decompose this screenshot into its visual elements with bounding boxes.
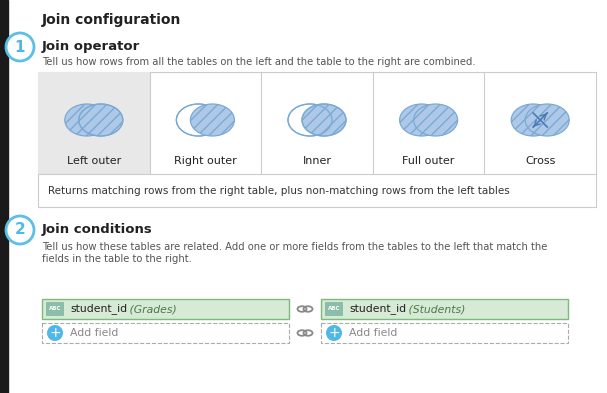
Text: (Students): (Students) [405, 304, 466, 314]
Circle shape [326, 325, 342, 341]
Text: Full outer: Full outer [402, 156, 455, 166]
Ellipse shape [191, 104, 234, 136]
Text: Left outer: Left outer [67, 156, 121, 166]
Text: 2: 2 [15, 222, 25, 237]
Text: Tell us how these tables are related. Add one or more fields from the tables to : Tell us how these tables are related. Ad… [42, 242, 548, 264]
Text: Join conditions: Join conditions [42, 223, 153, 236]
FancyBboxPatch shape [42, 299, 289, 319]
Ellipse shape [511, 104, 555, 136]
Ellipse shape [399, 104, 444, 136]
Text: Returns matching rows from the right table, plus non-matching rows from the left: Returns matching rows from the right tab… [48, 186, 510, 196]
Text: +: + [49, 326, 61, 340]
Ellipse shape [79, 104, 123, 136]
Text: Add field: Add field [349, 328, 398, 338]
Circle shape [6, 216, 34, 244]
Ellipse shape [288, 104, 332, 136]
Text: +: + [328, 326, 340, 340]
Text: ABC: ABC [328, 307, 341, 312]
Text: Add field: Add field [70, 328, 118, 338]
FancyBboxPatch shape [321, 299, 568, 319]
Text: Right outer: Right outer [174, 156, 237, 166]
FancyBboxPatch shape [325, 302, 343, 316]
Text: student_id: student_id [349, 303, 406, 314]
Circle shape [47, 325, 63, 341]
Bar [0, 0, 8, 393]
Text: Inner: Inner [302, 156, 331, 166]
Text: Join configuration: Join configuration [42, 13, 181, 27]
Ellipse shape [302, 104, 346, 136]
FancyBboxPatch shape [42, 323, 289, 343]
Text: Cross: Cross [525, 156, 555, 166]
Text: ABC: ABC [49, 307, 61, 312]
Bar [38, 72, 149, 174]
Text: 1: 1 [15, 40, 25, 55]
Circle shape [6, 33, 34, 61]
Text: (Grades): (Grades) [126, 304, 177, 314]
Text: student_id: student_id [70, 303, 127, 314]
FancyBboxPatch shape [321, 323, 568, 343]
Ellipse shape [525, 104, 569, 136]
Ellipse shape [177, 104, 220, 136]
FancyBboxPatch shape [46, 302, 64, 316]
Ellipse shape [413, 104, 458, 136]
FancyBboxPatch shape [38, 72, 596, 207]
Text: Tell us how rows from all the tables on the left and the table to the right are : Tell us how rows from all the tables on … [42, 57, 476, 67]
Ellipse shape [65, 104, 109, 136]
Text: Join operator: Join operator [42, 40, 140, 53]
